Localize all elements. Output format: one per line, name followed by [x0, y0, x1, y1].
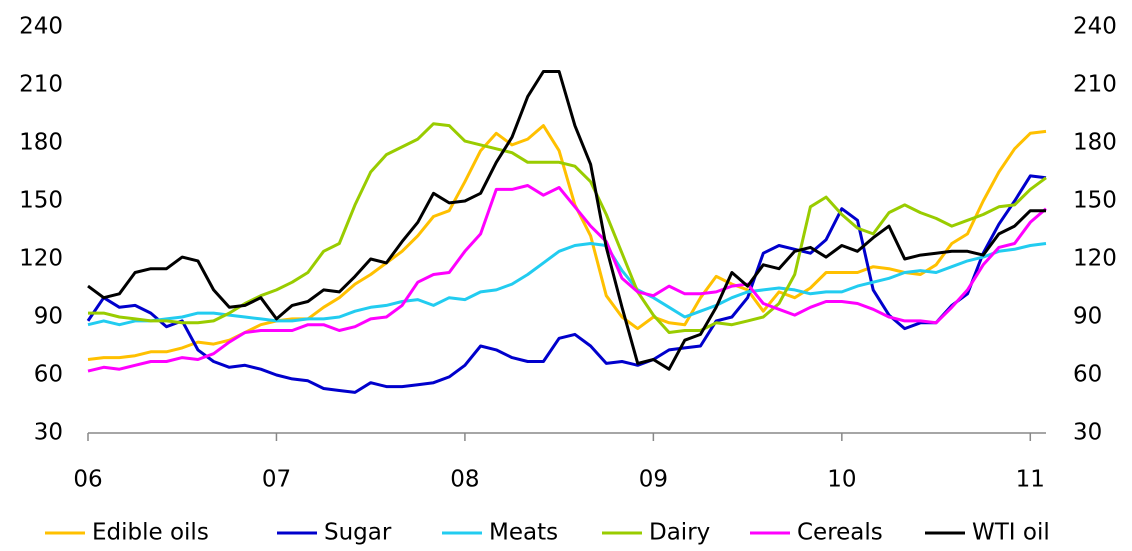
- x-tick-label: 06: [73, 467, 102, 493]
- series-line: [87, 124, 1047, 361]
- series-line: [88, 122, 1047, 334]
- legend-label: Dairy: [649, 520, 710, 546]
- y2-tick-label: 120: [1073, 246, 1117, 272]
- y-tick-label: 240: [19, 14, 63, 40]
- y2-tick-label: 150: [1073, 188, 1117, 214]
- y2-tick-label: 90: [1073, 304, 1102, 330]
- y-tick-label: 180: [19, 130, 63, 156]
- series-line: [87, 184, 1047, 373]
- series-line: [87, 242, 1047, 327]
- legend-label: Cereals: [797, 520, 883, 546]
- y-tick-label: 30: [34, 420, 63, 446]
- legend-label: Meats: [489, 520, 558, 546]
- y-tick-label: 210: [19, 72, 63, 98]
- series-line: [86, 174, 1047, 394]
- x-tick-label: 10: [827, 467, 856, 493]
- y2-tick-label: 30: [1073, 420, 1102, 446]
- x-tick-label: 09: [639, 467, 668, 493]
- legend-label: Sugar: [324, 520, 392, 546]
- y2-tick-label: 210: [1073, 72, 1117, 98]
- x-tick-label: 07: [262, 467, 291, 493]
- y2-tick-label: 60: [1073, 362, 1102, 388]
- y-tick-label: 150: [19, 188, 63, 214]
- legend-label: WTI oil: [972, 520, 1050, 546]
- y-tick-label: 90: [34, 304, 63, 330]
- x-tick-label: 11: [1016, 467, 1045, 493]
- y-tick-label: 60: [34, 362, 63, 388]
- series-line: [87, 70, 1046, 371]
- x-tick-label: 08: [450, 467, 479, 493]
- y2-tick-label: 240: [1073, 14, 1117, 40]
- y2-tick-label: 180: [1073, 130, 1117, 156]
- legend-label: Edible oils: [92, 520, 209, 546]
- y-tick-label: 120: [19, 246, 63, 272]
